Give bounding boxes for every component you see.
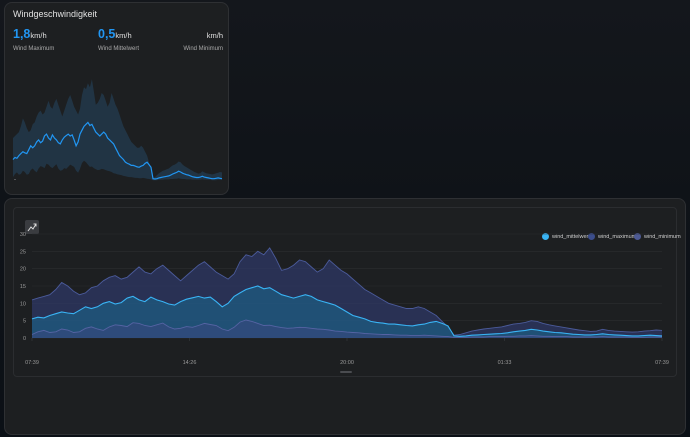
chart-zoom-icon <box>27 223 37 232</box>
legend-item-maximum[interactable]: wind_maximum <box>588 233 636 240</box>
legend-swatch <box>542 233 549 240</box>
stat-value: 0,5 <box>98 27 116 41</box>
mini-sparkline <box>12 79 223 181</box>
y-tick-label: 5 <box>23 319 26 325</box>
y-tick-label: 0 <box>23 336 26 342</box>
x-tick-label: 07:39 <box>25 360 39 366</box>
chart-zoom-button[interactable] <box>25 220 39 234</box>
corner-text: - <box>14 177 16 183</box>
y-tick-label: 10 <box>20 301 26 307</box>
stat-wind-mittelwert[interactable]: 0,5km/h Wind Mittelwert <box>98 25 139 52</box>
stat-unit: km/h <box>115 31 132 40</box>
chart-container: wind_mittelwert wind_maximum wind_minimu… <box>13 207 681 377</box>
series-area-minimum <box>32 320 662 338</box>
legend-label: wind_minimum <box>644 233 681 240</box>
legend-item-minimum[interactable]: wind_minimum <box>634 233 681 240</box>
stat-value: 1,8 <box>13 27 31 41</box>
stat-unit: km/h <box>30 31 47 40</box>
stat-label: Wind Minimum <box>183 46 223 52</box>
series-line-mittelwert <box>31 285 663 337</box>
y-tick-label: 25 <box>20 249 26 255</box>
card-title: Windgeschwindigkeit <box>13 9 98 19</box>
series-line-minimum <box>31 319 662 338</box>
x-tick-label: 01:33 <box>498 360 512 366</box>
mini-mittelwert-line <box>12 121 223 180</box>
x-tick-label: 14:26 <box>183 360 197 366</box>
resize-handle[interactable] <box>340 371 352 373</box>
history-graph-card[interactable]: wind_mittelwert wind_maximum wind_minimu… <box>4 198 686 435</box>
history-chart: 0 5 10 15 20 25 30 07:39 14:26 20:00 01:33 07:39 <box>20 232 669 366</box>
y-tick-label: 15 <box>20 284 26 290</box>
legend-swatch <box>588 233 595 240</box>
x-tick-label: 20:00 <box>340 360 354 366</box>
stat-label: Wind Mittelwert <box>98 46 140 52</box>
series-line-maximum <box>31 247 663 336</box>
mini-range-band <box>13 79 222 181</box>
stat-wind-maximum[interactable]: 1,8km/h Wind Maximum <box>13 25 54 52</box>
stat-label: Wind Maximum <box>13 46 55 52</box>
stat-unit: km/h <box>206 31 223 40</box>
x-tick-label: 07:39 <box>655 360 669 366</box>
legend-swatch <box>634 233 641 240</box>
y-tick-label: 20 <box>20 267 26 273</box>
wind-speed-card[interactable]: Windgeschwindigkeit 1,8km/h Wind Maximum… <box>4 2 229 195</box>
legend-label: wind_mittelwert <box>552 233 590 240</box>
legend-label: wind_maximum <box>598 233 637 240</box>
legend-item-mittelwert[interactable]: wind_mittelwert <box>542 233 590 240</box>
stat-wind-minimum[interactable]: km/h Wind Minimum <box>183 25 223 52</box>
y-tick-label: 30 <box>20 232 26 238</box>
